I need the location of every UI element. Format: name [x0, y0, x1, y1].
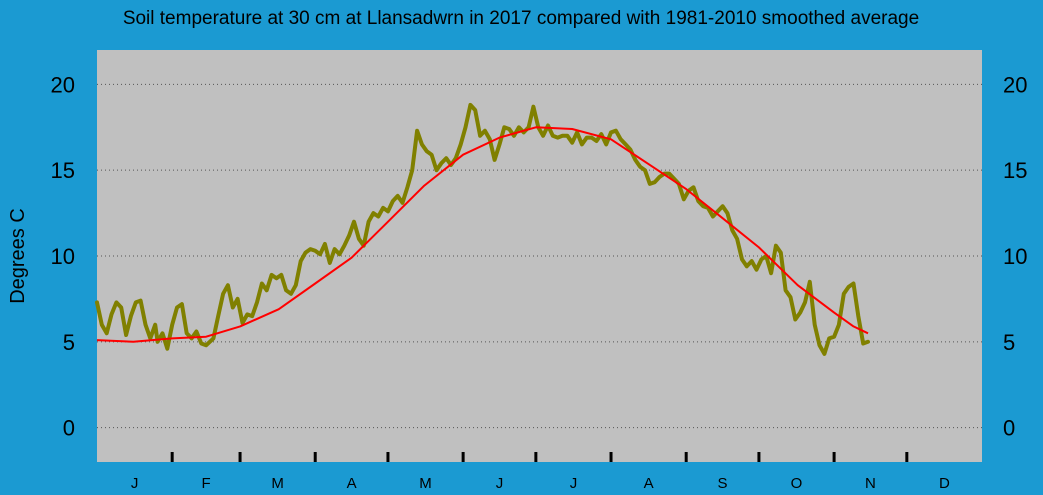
month-label: D: [939, 475, 950, 492]
y-tick-label-left: 5: [63, 330, 75, 355]
y-tick-label-right: 5: [1003, 330, 1015, 355]
plot-area: [97, 50, 982, 462]
month-label: M: [419, 475, 432, 492]
series: [95, 102, 870, 356]
y-tick-label-left: 15: [51, 158, 75, 183]
month-label: S: [718, 475, 728, 492]
y-tick-label-left: 0: [63, 416, 75, 441]
y-tick-label-right: 15: [1003, 158, 1027, 183]
y-axis-label: Degrees C: [7, 208, 29, 304]
month-label: J: [496, 475, 504, 492]
chart-title: Soil temperature at 30 cm at Llansadwrn …: [123, 8, 919, 29]
series-2017-line: [95, 102, 870, 356]
month-label: A: [644, 475, 654, 492]
month-label: J: [570, 475, 578, 492]
series-average-line: [96, 126, 869, 343]
y-tick-label-right: 10: [1003, 244, 1027, 269]
y-ticks-left: 0 5 10 15 20: [51, 72, 75, 440]
y-tick-label-left: 10: [51, 244, 75, 269]
month-label: J: [131, 475, 139, 492]
month-label: M: [271, 475, 284, 492]
y-tick-label-right: 20: [1003, 72, 1027, 97]
y-ticks-right: 0 5 10 15 20: [1003, 72, 1027, 440]
month-label: F: [202, 475, 211, 492]
month-label: A: [347, 475, 357, 492]
y-tick-label-left: 20: [51, 72, 75, 97]
month-label: N: [865, 475, 876, 492]
month-label: O: [791, 475, 803, 492]
y-tick-label-right: 0: [1003, 416, 1015, 441]
